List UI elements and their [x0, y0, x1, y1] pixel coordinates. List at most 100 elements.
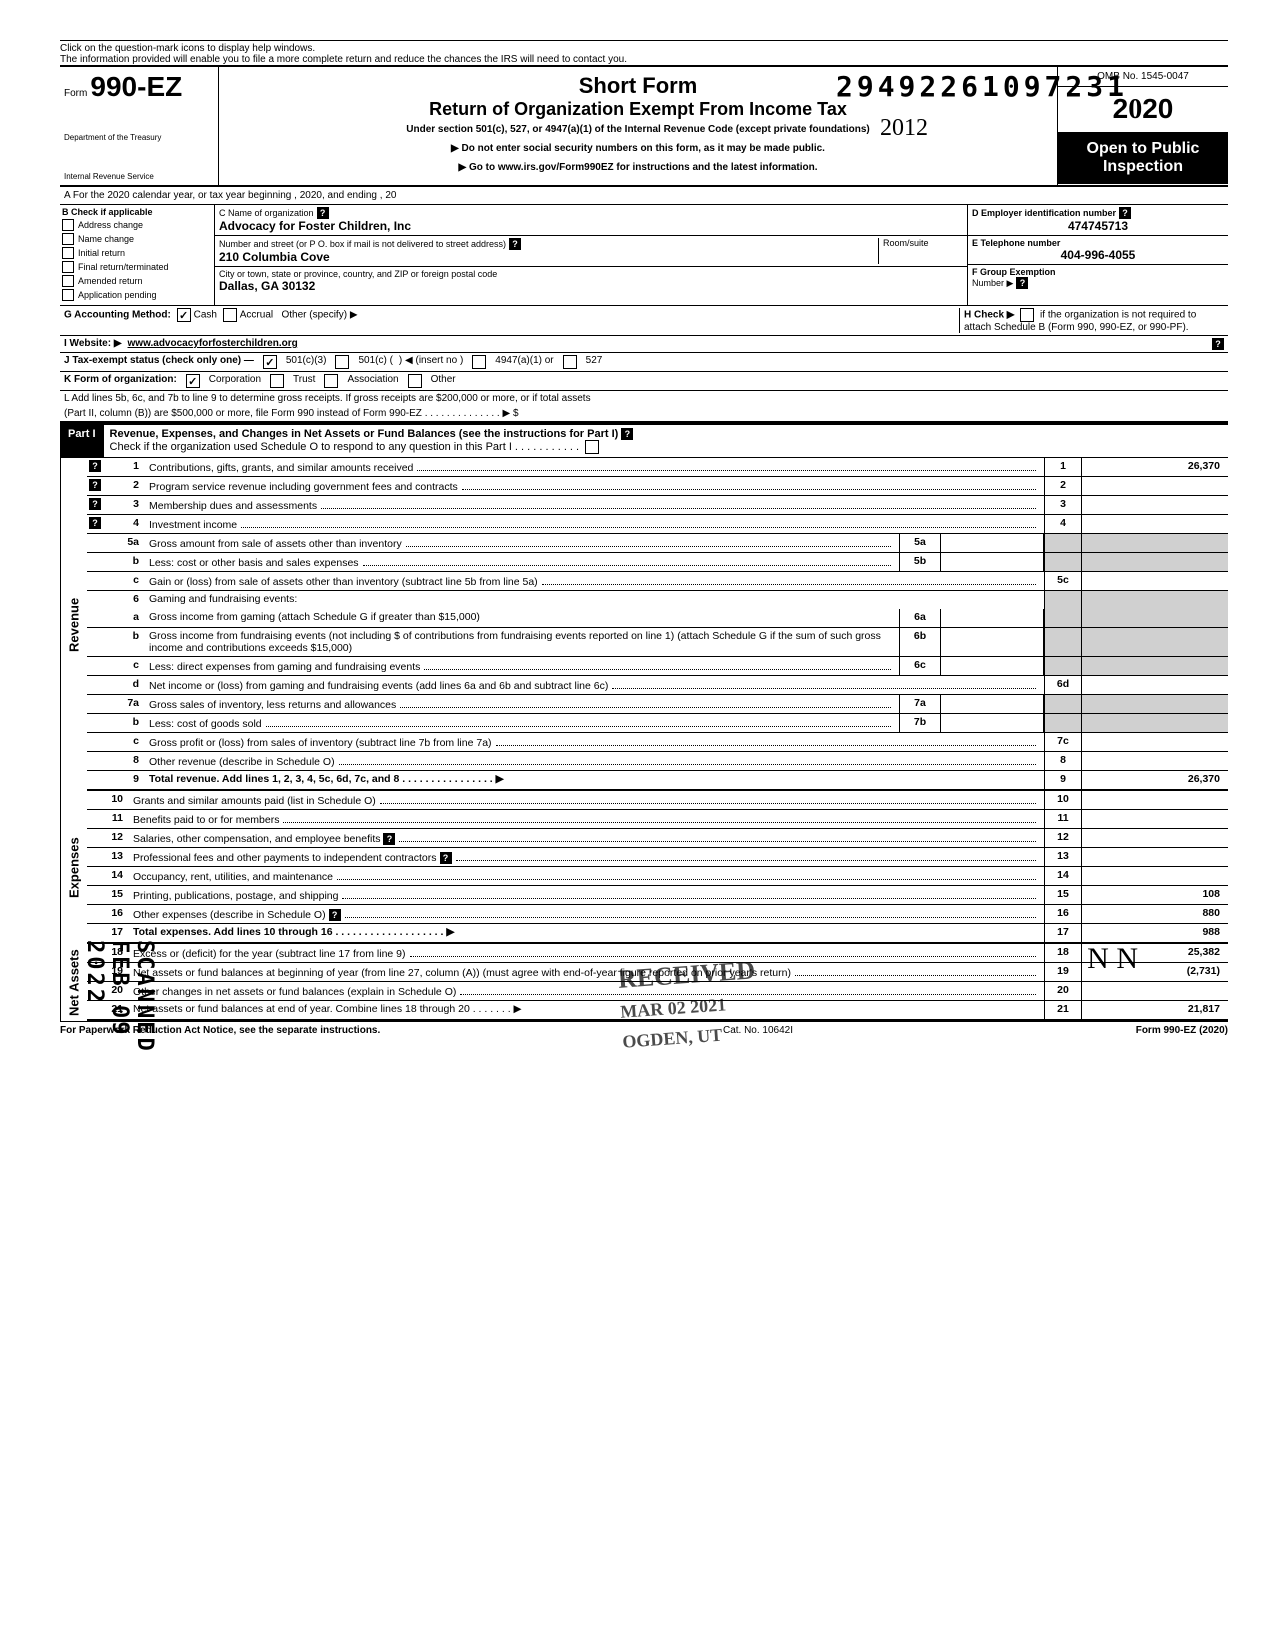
- lbl-app-pending: Application pending: [78, 290, 157, 300]
- help-icon[interactable]: ?: [89, 479, 101, 491]
- amt-6b-shade: [1081, 628, 1228, 656]
- amt-6-shade: [1081, 591, 1228, 609]
- chk-corporation[interactable]: [186, 374, 200, 388]
- box-16: 16: [1044, 905, 1081, 923]
- lbl-insert-no: ) ◀ (insert no ): [399, 355, 463, 369]
- help-icon[interactable]: ?: [383, 833, 395, 845]
- box-5a-shade: [1044, 534, 1081, 552]
- chk-other-org[interactable]: [408, 374, 422, 388]
- help-icon[interactable]: ?: [1119, 207, 1131, 219]
- lbl-other-method: Other (specify) ▶: [281, 310, 357, 321]
- amt-3: [1081, 496, 1228, 514]
- dept-treasury: Department of the Treasury: [64, 133, 214, 142]
- chk-4947[interactable]: [472, 355, 486, 369]
- f-number: Number ▶: [972, 278, 1013, 288]
- chk-501c3[interactable]: [263, 355, 277, 369]
- box-6d: 6d: [1044, 676, 1081, 694]
- amt-1: 26,370: [1081, 458, 1228, 476]
- help-icon[interactable]: ?: [1016, 277, 1028, 289]
- box-7c: 7c: [1044, 733, 1081, 751]
- midval-5b: [941, 553, 1044, 571]
- help-icon[interactable]: ?: [440, 852, 452, 864]
- lbl-amended: Amended return: [78, 276, 143, 286]
- box-17: 17: [1044, 924, 1081, 942]
- lbl-other-org: Other: [431, 374, 456, 388]
- midval-7a: [941, 695, 1044, 713]
- box-13: 13: [1044, 848, 1081, 866]
- i-label: I Website: ▶: [64, 338, 122, 350]
- ln-5c: c: [103, 572, 145, 590]
- lbl-initial-return: Initial return: [78, 248, 125, 258]
- help-icon[interactable]: ?: [89, 517, 101, 529]
- chk-501c[interactable]: [335, 355, 349, 369]
- amt-16: 880: [1081, 905, 1228, 923]
- chk-527[interactable]: [563, 355, 577, 369]
- lbl-cash: Cash: [194, 310, 217, 321]
- lbl-corporation: Corporation: [209, 374, 261, 388]
- amt-12: [1081, 829, 1228, 847]
- form-prefix: Form: [64, 88, 87, 99]
- side-expenses: Expenses: [60, 791, 87, 944]
- box-3: 3: [1044, 496, 1081, 514]
- chk-amended[interactable]: [62, 275, 74, 287]
- net-assets-section: Net Assets 18Excess or (deficit) for the…: [60, 944, 1228, 1021]
- midbox-5a: 5a: [899, 534, 941, 552]
- midbox-6b: 6b: [899, 628, 941, 656]
- chk-app-pending[interactable]: [62, 289, 74, 301]
- ein-value: 474745713: [972, 219, 1224, 233]
- midval-7b: [941, 714, 1044, 732]
- chk-name-change[interactable]: [62, 233, 74, 245]
- box-7b-shade: [1044, 714, 1081, 732]
- section-b-c-d-e-f: B Check if applicable Address change Nam…: [60, 205, 1228, 306]
- ln-6d: d: [103, 676, 145, 694]
- chk-address-change[interactable]: [62, 219, 74, 231]
- page-footer: For Paperwork Reduction Act Notice, see …: [60, 1021, 1228, 1036]
- desc-21: Net assets or fund balances at end of ye…: [133, 1003, 522, 1015]
- desc-17: Total expenses. Add lines 10 through 16 …: [133, 926, 454, 938]
- line-l1: L Add lines 5b, 6c, and 7b to line 9 to …: [60, 391, 1228, 406]
- desc-13: Professional fees and other payments to …: [133, 852, 437, 864]
- help-icon[interactable]: ?: [1212, 338, 1224, 350]
- chk-association[interactable]: [324, 374, 338, 388]
- form-number: 990-EZ: [90, 71, 182, 102]
- chk-accrual[interactable]: [223, 308, 237, 322]
- chk-final-return[interactable]: [62, 261, 74, 273]
- ln-3: 3: [103, 496, 145, 514]
- desc-7c: Gross profit or (loss) from sales of inv…: [149, 737, 492, 749]
- amt-21: 21,817: [1081, 1001, 1228, 1019]
- help-icon[interactable]: ?: [317, 207, 329, 219]
- chk-schedule-o[interactable]: [585, 440, 599, 454]
- chk-initial-return[interactable]: [62, 247, 74, 259]
- header-left: Form 990-EZ Department of the Treasury I…: [60, 67, 219, 185]
- ln-12: 12: [87, 829, 129, 847]
- desc-7b: Less: cost of goods sold: [149, 718, 262, 730]
- line-i: I Website: ▶ www.advocacyforfosterchildr…: [60, 336, 1228, 353]
- desc-6b: Gross income from fundraising events (no…: [149, 630, 895, 654]
- desc-5b: Less: cost or other basis and sales expe…: [149, 557, 359, 569]
- midbox-6c: 6c: [899, 657, 941, 675]
- chk-cash[interactable]: [177, 308, 191, 322]
- open-line1: Open to Public: [1087, 140, 1200, 157]
- desc-12: Salaries, other compensation, and employ…: [133, 833, 380, 845]
- midval-6a: [941, 609, 1044, 627]
- help-icon[interactable]: ?: [89, 460, 101, 472]
- dln-number: 29492261097231: [836, 70, 1128, 103]
- box-7a-shade: [1044, 695, 1081, 713]
- footer-form: Form 990-EZ (2020): [1136, 1025, 1228, 1036]
- help-icon[interactable]: ?: [329, 909, 341, 921]
- footer-cat: Cat. No. 10642I: [723, 1025, 793, 1036]
- desc-5c: Gain or (loss) from sale of assets other…: [149, 576, 538, 588]
- ln-7a: 7a: [103, 695, 145, 713]
- chk-h[interactable]: [1020, 308, 1034, 322]
- website-value: www.advocacyforfosterchildren.org: [128, 338, 298, 350]
- ln-7b: b: [103, 714, 145, 732]
- chk-trust[interactable]: [270, 374, 284, 388]
- ln-2: 2: [103, 477, 145, 495]
- help-icon[interactable]: ?: [509, 238, 521, 250]
- help-icon[interactable]: ?: [621, 428, 633, 440]
- scanned-stamp: SCANNED FEB 09 2022: [82, 940, 157, 1054]
- ln-1: 1: [103, 458, 145, 476]
- help-icon[interactable]: ?: [89, 498, 101, 510]
- lbl-4947: 4947(a)(1) or: [495, 355, 553, 369]
- box-6b-shade: [1044, 628, 1081, 656]
